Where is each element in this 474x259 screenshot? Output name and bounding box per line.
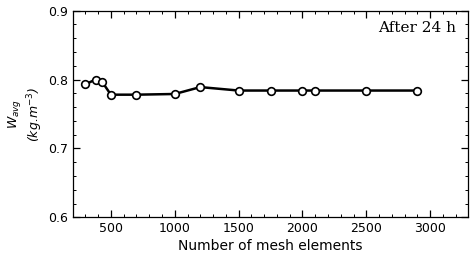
Y-axis label: $W_{avg}$
(kg.m$^{-3}$): $W_{avg}$ (kg.m$^{-3}$)	[6, 87, 45, 142]
X-axis label: Number of mesh elements: Number of mesh elements	[178, 239, 363, 254]
Text: After 24 h: After 24 h	[379, 21, 456, 35]
